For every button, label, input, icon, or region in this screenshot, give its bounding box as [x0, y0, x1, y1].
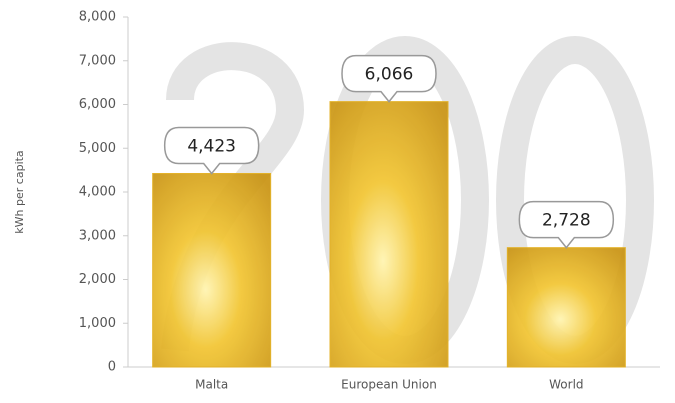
y-tick-label: 4,000 — [79, 185, 116, 200]
value-label: 6,066 — [365, 65, 414, 85]
y-tick-label: 6,000 — [79, 97, 116, 112]
bar — [506, 247, 626, 368]
y-tick-label: 7,000 — [79, 53, 116, 68]
y-tick-label: 0 — [108, 360, 116, 375]
y-tick-label: 2,000 — [79, 272, 116, 287]
bar — [152, 172, 272, 368]
value-callout — [518, 200, 615, 249]
y-tick-label: 3,000 — [79, 228, 116, 243]
x-tick-label: World — [549, 378, 583, 392]
y-tick-label: 8,000 — [79, 10, 116, 25]
value-callout — [163, 126, 260, 175]
y-tick-label: 1,000 — [79, 316, 116, 331]
value-label: 2,728 — [542, 211, 591, 231]
bar — [329, 101, 449, 368]
y-tick-label: 5,000 — [79, 141, 116, 156]
value-label: 4,423 — [187, 136, 236, 156]
y-axis-label: kWh per capita — [13, 150, 26, 233]
value-callout — [341, 54, 437, 103]
x-tick-label: European Union — [341, 378, 437, 392]
x-tick-label: Malta — [195, 378, 228, 392]
